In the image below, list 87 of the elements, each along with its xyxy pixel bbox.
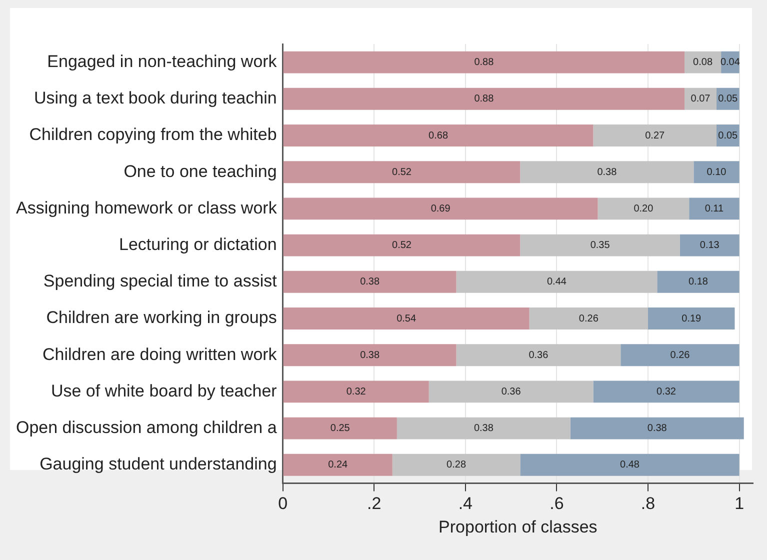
bar bbox=[283, 344, 456, 366]
bar bbox=[598, 198, 690, 220]
data-label: 0.44 bbox=[546, 276, 567, 288]
x-tick-label: .8 bbox=[640, 494, 656, 514]
bar bbox=[694, 161, 740, 184]
bar bbox=[456, 270, 658, 293]
y-tick-label: Assigning homework or class work bbox=[16, 198, 278, 218]
bar bbox=[283, 308, 530, 330]
data-label: 0.28 bbox=[446, 460, 466, 471]
bar bbox=[689, 198, 740, 220]
bar bbox=[283, 198, 598, 220]
bar bbox=[283, 51, 685, 74]
data-label: 0.19 bbox=[682, 313, 702, 324]
y-tick-label: One to one teaching bbox=[124, 162, 277, 181]
data-label: 0.68 bbox=[428, 130, 448, 142]
data-label: 0.27 bbox=[645, 130, 666, 142]
x-tick-label: 0 bbox=[278, 494, 288, 514]
y-tick-label: Lecturing or dictation bbox=[118, 234, 277, 254]
bar bbox=[570, 417, 744, 440]
bar bbox=[620, 344, 740, 366]
bar bbox=[520, 234, 680, 256]
y-tick-label: Use of white board by teacher bbox=[50, 381, 278, 400]
data-label: 0.08 bbox=[693, 57, 713, 68]
data-label: 0.88 bbox=[474, 57, 494, 68]
data-label: 0.38 bbox=[474, 423, 494, 434]
x-tick-label: .4 bbox=[458, 494, 473, 514]
data-label: 0.26 bbox=[578, 313, 599, 324]
bar bbox=[520, 161, 694, 184]
bar bbox=[684, 88, 716, 110]
data-label: 0.88 bbox=[474, 94, 494, 105]
data-label: 0.32 bbox=[346, 386, 366, 398]
data-label: 0.05 bbox=[718, 94, 738, 105]
y-tick-label: Children are doing written work bbox=[42, 344, 278, 364]
y-tick-label: Children are working in groups bbox=[46, 308, 277, 328]
bar bbox=[456, 344, 621, 366]
y-tick-label: Engaged in non-teaching work bbox=[47, 52, 278, 71]
bar bbox=[283, 380, 429, 403]
bar bbox=[283, 124, 594, 146]
data-label: 0.25 bbox=[330, 423, 350, 434]
data-label: 0.69 bbox=[430, 203, 451, 214]
data-label: 0.36 bbox=[528, 350, 549, 361]
data-label: 0.35 bbox=[590, 240, 610, 252]
bar bbox=[680, 234, 740, 256]
bar bbox=[684, 51, 722, 74]
bar bbox=[283, 88, 685, 110]
x-tick-label: 1 bbox=[734, 494, 744, 514]
bar bbox=[283, 417, 397, 440]
bar bbox=[593, 124, 716, 146]
data-label: 0.18 bbox=[688, 276, 708, 288]
data-label: 0.05 bbox=[718, 130, 738, 142]
y-tick-label: Open discussion among children a bbox=[16, 418, 278, 437]
data-label: 0.36 bbox=[501, 386, 522, 398]
bar bbox=[283, 161, 520, 184]
data-label: 0.38 bbox=[360, 350, 380, 361]
bar bbox=[657, 270, 740, 293]
x-axis-title: Proportion of classes bbox=[438, 517, 598, 536]
data-label: 0.26 bbox=[670, 350, 690, 361]
data-label: 0.32 bbox=[656, 386, 676, 398]
bar bbox=[283, 270, 456, 293]
x-tick-label: .2 bbox=[367, 494, 382, 514]
bar bbox=[593, 380, 740, 403]
data-label: 0.38 bbox=[360, 276, 380, 288]
x-tick-label: .6 bbox=[550, 494, 564, 514]
bar bbox=[529, 308, 648, 330]
data-label: 0.52 bbox=[392, 166, 412, 178]
data-label: 0.38 bbox=[597, 166, 618, 178]
y-tick-label: Children copying from the whiteb bbox=[29, 125, 277, 144]
bar bbox=[283, 234, 520, 256]
bar bbox=[392, 454, 520, 476]
data-label: 0.48 bbox=[620, 460, 640, 471]
y-tick-label: Using a text book during teachin bbox=[34, 88, 277, 108]
data-label: 0.38 bbox=[647, 423, 668, 434]
data-label: 0.52 bbox=[392, 240, 412, 252]
bar bbox=[428, 380, 594, 403]
bar bbox=[648, 308, 735, 330]
data-label: 0.11 bbox=[704, 203, 724, 214]
data-label: 0.13 bbox=[700, 240, 720, 252]
bar bbox=[283, 454, 392, 476]
data-label: 0.24 bbox=[328, 460, 348, 471]
y-tick-label: Spending special time to assist bbox=[43, 272, 278, 291]
y-tick-label: Gauging student understanding bbox=[40, 454, 277, 474]
bar bbox=[396, 417, 570, 440]
data-label: 0.54 bbox=[396, 313, 416, 324]
bar bbox=[520, 454, 740, 476]
data-label: 0.20 bbox=[634, 203, 654, 214]
data-label: 0.07 bbox=[690, 94, 711, 105]
data-label: 0.10 bbox=[706, 166, 727, 178]
